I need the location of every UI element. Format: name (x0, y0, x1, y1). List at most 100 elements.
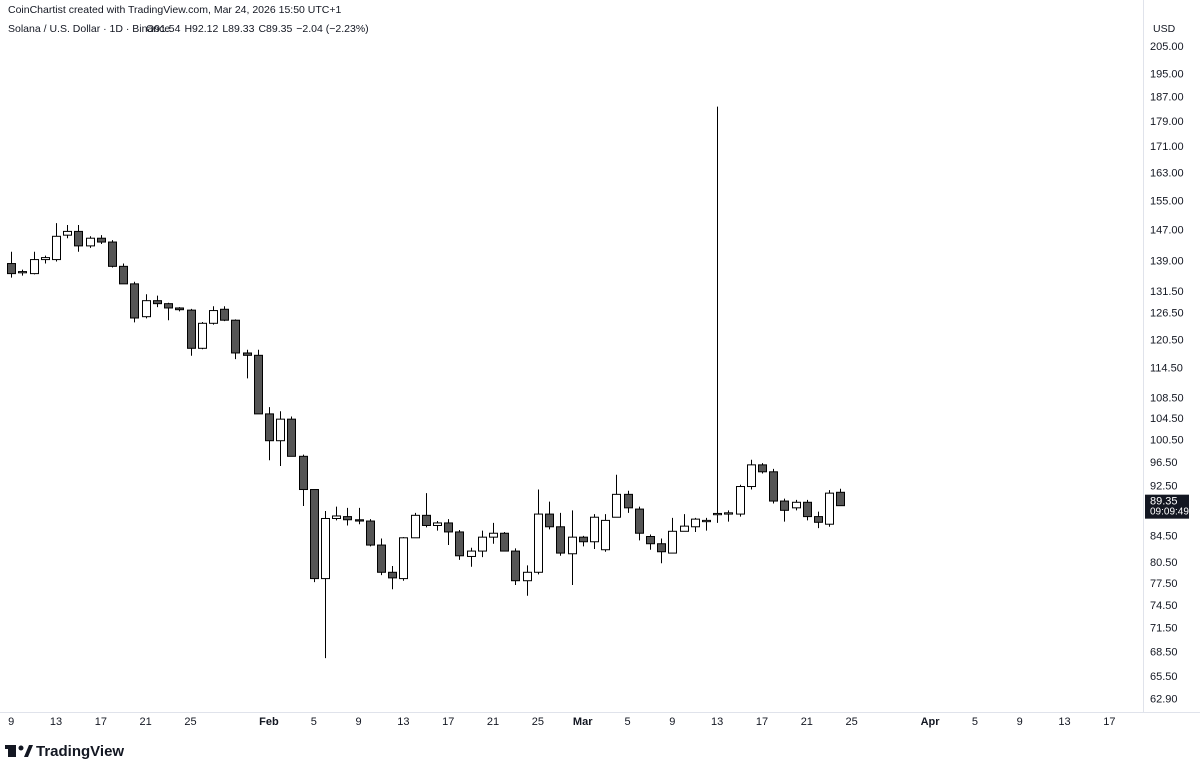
candle-body (254, 354, 263, 415)
candle-body (836, 491, 845, 507)
candle-body (198, 322, 207, 349)
logo-part (18, 745, 24, 751)
y-tick-label: 187.00 (1150, 92, 1184, 104)
candle-body (187, 309, 196, 349)
y-axis-label: USD (1153, 23, 1176, 35)
candle-body (680, 525, 689, 532)
candle-body (444, 522, 453, 533)
y-tick-label: 120.50 (1150, 334, 1184, 346)
candle-body (713, 512, 722, 516)
candle-body (399, 537, 408, 580)
candle-body (18, 271, 27, 274)
candle-body (478, 536, 487, 552)
candle-body (220, 308, 229, 321)
candle-body (332, 515, 341, 519)
y-tick-label: 108.50 (1150, 392, 1184, 404)
candle-body (355, 519, 364, 522)
candle-body (52, 235, 61, 261)
ohlc-value: H92.12 (184, 23, 218, 35)
candle-body (769, 471, 778, 502)
x-tick-label: Feb (259, 716, 279, 728)
x-tick-label: 25 (846, 716, 858, 728)
candle-body (41, 257, 50, 261)
candle-body (209, 310, 218, 324)
x-tick-label: 9 (8, 716, 14, 728)
y-tick-label: 80.50 (1150, 557, 1178, 569)
logo-part (8, 745, 16, 757)
candle-body (97, 237, 106, 243)
y-tick-label: 179.00 (1150, 116, 1184, 128)
ohlc-value: −2.04 (−2.23%) (296, 23, 368, 35)
x-tick-label: 13 (50, 716, 62, 728)
y-tick-label: 155.00 (1150, 195, 1184, 207)
candle-body (86, 237, 95, 247)
candle-body (489, 532, 498, 538)
x-tick-label: 17 (442, 716, 454, 728)
x-tick-label: 17 (756, 716, 768, 728)
y-tick-label: 92.50 (1150, 480, 1178, 492)
candle-body (63, 230, 72, 236)
y-tick-label: 96.50 (1150, 457, 1178, 469)
x-tick-label: Mar (573, 716, 593, 728)
candle-body (657, 543, 666, 553)
candle-body (411, 514, 420, 539)
x-tick-label: 13 (1058, 716, 1070, 728)
candle-body (803, 501, 812, 518)
logo-part (24, 745, 33, 757)
candle-body (590, 516, 599, 543)
x-tick-label: 9 (1017, 716, 1023, 728)
y-tick-label: 84.50 (1150, 530, 1178, 542)
candle-body (511, 550, 520, 582)
candles (7, 106, 845, 659)
candle-body (422, 514, 431, 526)
y-tick-label: 131.50 (1150, 286, 1184, 298)
y-tick-label: 195.00 (1150, 68, 1184, 80)
x-tick-label: 25 (184, 716, 196, 728)
candle-body (635, 508, 644, 534)
candle-body (612, 493, 621, 518)
x-tick-label: 5 (972, 716, 978, 728)
candle-body (467, 550, 476, 557)
candle-body (455, 531, 464, 557)
candle-body (30, 259, 39, 275)
candle-body (624, 493, 633, 509)
candle-body (164, 303, 173, 309)
candle-body (556, 526, 565, 554)
y-tick-label: 171.00 (1150, 141, 1184, 153)
x-tick-label: 17 (95, 716, 107, 728)
candle-body (523, 571, 532, 582)
x-tick-label: 21 (487, 716, 499, 728)
x-tick-label: 9 (356, 716, 362, 728)
candle-body (736, 486, 745, 515)
credit: CoinChartist created with TradingView.co… (8, 4, 342, 16)
x-tick-label: 13 (397, 716, 409, 728)
candle-body (343, 516, 352, 521)
y-tick-label: 104.50 (1150, 413, 1184, 425)
ohlc-value: C89.35 (258, 23, 292, 35)
candle-body (758, 464, 767, 473)
candle-body (366, 520, 375, 546)
x-tick-label: 17 (1103, 716, 1115, 728)
candle-body (108, 241, 117, 267)
y-tick-label: 147.00 (1150, 225, 1184, 237)
candle-body (825, 492, 834, 525)
x-tick-label: 9 (669, 716, 675, 728)
candle-body (119, 265, 128, 285)
y-tick-label: 126.50 (1150, 308, 1184, 320)
y-tick-label: 205.00 (1150, 41, 1184, 53)
candle-body (243, 352, 252, 356)
y-tick-label: 163.00 (1150, 167, 1184, 179)
y-tick-label: 68.50 (1150, 646, 1178, 658)
candle-body (130, 283, 139, 319)
x-tick-label: 5 (311, 716, 317, 728)
x-tick-label: 21 (140, 716, 152, 728)
candle-body (231, 319, 240, 354)
candle-body (7, 263, 16, 275)
candle-body (433, 522, 442, 526)
candle-body (601, 519, 610, 551)
ohlc-header: O91.54 H92.12 L89.33 C89.35 −2.04 (−2.23%) (146, 23, 369, 35)
candle-body (702, 519, 711, 523)
candle-body (377, 544, 386, 573)
